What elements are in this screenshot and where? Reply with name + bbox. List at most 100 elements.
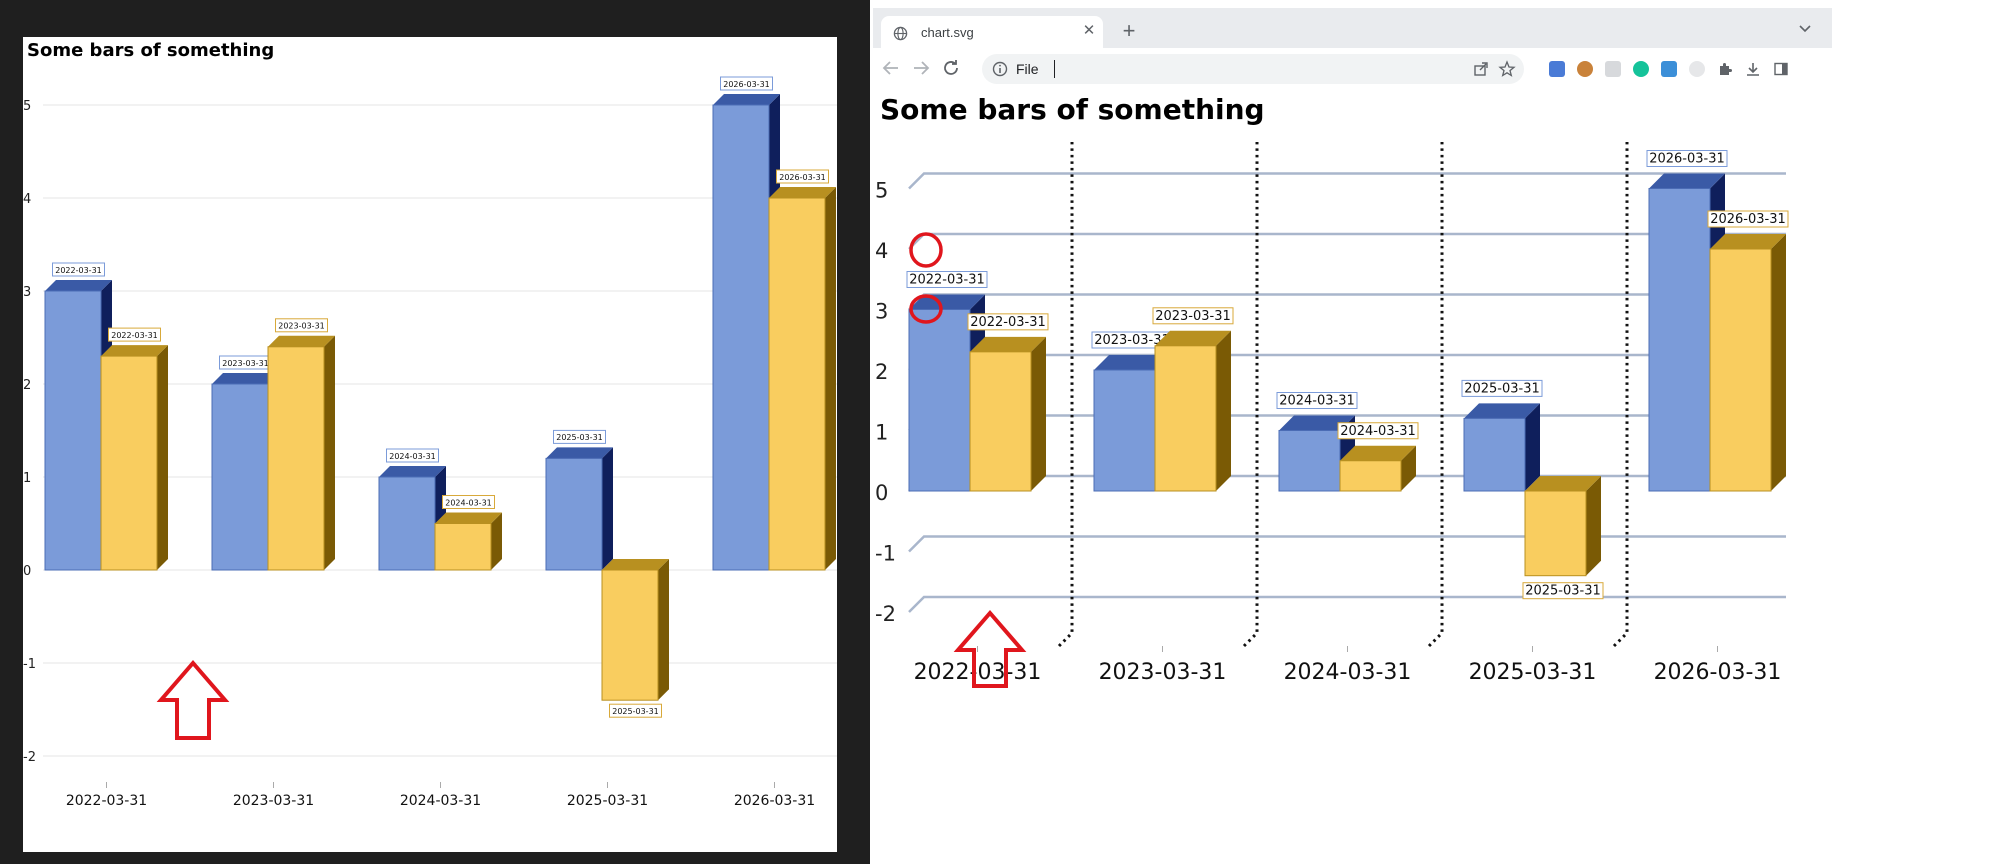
y-tick-label: 3 [23, 285, 31, 300]
bar-2024-03-31-series-1 [1278, 430, 1341, 492]
data-label-box: 2023-03-31 [1152, 307, 1234, 325]
tab-strip: chart.svg ✕ + [873, 8, 1832, 50]
x-category-label: 2026-03-31 [734, 793, 815, 809]
data-label-box: 2022-03-31 [906, 271, 988, 288]
bar-2026-03-31-series-1 [712, 104, 770, 571]
address-bar[interactable]: File [982, 54, 1524, 84]
data-label-box: 2023-03-31 [1091, 331, 1173, 349]
extension-icon-6[interactable] [1689, 61, 1705, 77]
bar-side [1401, 445, 1416, 491]
chart-title: Some bars of something [27, 40, 274, 61]
bar-2026-03-31-series-2 [768, 197, 826, 571]
data-label: 2022-03-31 [55, 266, 102, 275]
bar-top [1279, 415, 1355, 431]
bar-top [602, 559, 669, 570]
data-label: 2025-03-31 [556, 433, 603, 442]
y-tick-label: 4 [23, 192, 31, 207]
data-label-box: 2024-03-31 [386, 448, 439, 463]
share-icon[interactable] [1472, 60, 1490, 78]
data-label-box: 2025-03-31 [609, 703, 662, 718]
bar-2026-03-31-series-2 [1709, 248, 1772, 492]
data-label-box: 2023-03-31 [219, 355, 272, 370]
blank-right-area [1832, 8, 2002, 864]
bar-top [909, 294, 985, 310]
y-tick-label: 1 [875, 421, 888, 445]
data-label-frame [906, 271, 988, 288]
cookie-icon[interactable] [1577, 61, 1593, 77]
bar-side [1216, 330, 1231, 491]
reload-icon[interactable] [939, 56, 963, 80]
data-label: 2025-03-31 [612, 707, 659, 716]
data-label-box: 2026-03-31 [720, 76, 773, 91]
forward-arrow-icon[interactable] [909, 56, 933, 80]
bar-top [1525, 476, 1601, 491]
bar-2024-03-31-series-2 [1339, 460, 1402, 492]
bar-2023-03-31-series-2 [1154, 345, 1217, 492]
grammarly-icon[interactable] [1633, 61, 1649, 77]
y-tick-label: -1 [23, 657, 36, 672]
data-label-box: 2024-03-31 [1276, 392, 1358, 409]
data-label: 2023-03-31 [278, 322, 325, 331]
info-icon[interactable] [992, 61, 1008, 77]
data-label: 2022-03-31 [970, 315, 1046, 330]
category-separator [1057, 142, 1074, 648]
red-circle-annotation [909, 294, 943, 324]
bar-2022-03-31-series-1 [44, 290, 102, 571]
bar-2022-03-31-series-2 [100, 355, 158, 571]
star-icon[interactable] [1498, 60, 1516, 78]
address-scheme-label: File [1016, 61, 1039, 77]
bar-top [45, 280, 112, 291]
data-label-box: 2022-03-31 [967, 313, 1049, 331]
bar-2025-03-31-series-2 [1524, 490, 1587, 577]
chevron-down-icon[interactable] [1795, 18, 1815, 38]
x-category-label: 2022-03-31 [66, 793, 147, 809]
back-arrow-icon[interactable] [879, 56, 903, 80]
data-label-box: 2025-03-31 [1522, 582, 1604, 600]
x-category-label: 2024-03-31 [1284, 660, 1412, 685]
extension-icon-3[interactable] [1605, 61, 1621, 77]
download-icon[interactable] [1745, 61, 1761, 77]
red-arrow-annotation [953, 609, 1027, 688]
data-label-box: 2026-03-31 [1646, 150, 1728, 167]
y-tick-label: 3 [875, 300, 888, 324]
close-tab-icon[interactable]: ✕ [1082, 22, 1096, 39]
bar-top [1340, 445, 1416, 461]
bar-2025-03-31-series-1 [545, 457, 603, 571]
x-category-label: 2026-03-31 [1654, 660, 1782, 685]
tab-title: chart.svg [921, 25, 974, 40]
bar-side [1586, 476, 1601, 576]
data-label: 2026-03-31 [779, 173, 826, 182]
data-label: 2022-03-31 [909, 273, 985, 288]
bar-top [212, 373, 279, 384]
bar-side [1771, 234, 1786, 491]
grid-line [908, 535, 1786, 553]
bar-2023-03-31-series-1 [1093, 369, 1156, 492]
bar-2025-03-31-series-1 [1463, 417, 1526, 492]
data-label-frame [1337, 422, 1419, 440]
data-label-box: 2023-03-31 [275, 318, 328, 333]
puzzle-icon[interactable] [1717, 61, 1733, 77]
extension-icon-1[interactable] [1549, 61, 1565, 77]
backdrop-gap [837, 0, 870, 864]
data-label-box: 2025-03-31 [553, 429, 606, 444]
side-panel-icon[interactable] [1773, 61, 1789, 77]
data-label-frame [553, 429, 606, 444]
y-tick-label: -2 [23, 750, 36, 765]
y-tick-label: -2 [875, 602, 896, 626]
data-label: 2024-03-31 [1340, 424, 1416, 439]
data-label: 2025-03-31 [1464, 381, 1540, 396]
bar-side [157, 345, 168, 570]
data-label: 2023-03-31 [1094, 333, 1170, 348]
page-viewport: 5 4 3 2 1 0 -1 -2 Some bars of something 2022-03-… [873, 88, 1832, 864]
bar-top [713, 94, 780, 105]
data-label: 2024-03-31 [1279, 394, 1355, 409]
data-label-frame [776, 169, 829, 184]
tab-chart-svg[interactable]: chart.svg ✕ [881, 16, 1103, 50]
new-tab-button[interactable]: + [1122, 18, 1136, 43]
extension-icon-5[interactable] [1661, 61, 1677, 77]
y-tick-label: 1 [23, 471, 31, 486]
y-tick-label: 2 [875, 360, 888, 384]
red-arrow-annotation [156, 659, 230, 740]
x-category-label: 2022-03-31 [914, 660, 1042, 685]
data-label-frame [108, 327, 161, 342]
